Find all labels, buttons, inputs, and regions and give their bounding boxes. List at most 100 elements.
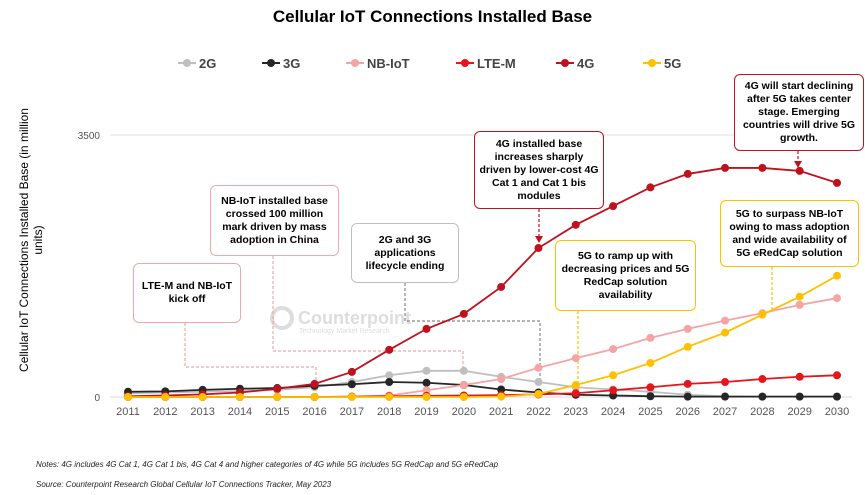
series-line-5g [128,274,838,398]
data-point-nb-iot [609,345,618,354]
watermark-brand: Counterpoint [298,308,411,328]
series-line-3g [127,381,837,398]
data-point-5g [422,393,431,401]
x-tick-label: 2013 [190,406,214,418]
data-point-lte-m [795,372,804,381]
legend-label-5g: 5G [664,56,681,71]
data-point-3g [833,392,841,401]
x-tick-label: 2017 [340,406,364,418]
data-point-5g [310,393,319,401]
data-point-2g [534,378,543,387]
data-point-5g [571,381,580,390]
data-point-5g [646,358,655,367]
data-point-5g [721,328,730,337]
data-point-nb-iot [422,386,431,395]
legend-label-4g: 4G [577,56,594,71]
x-tick-label: 2020 [452,406,476,418]
y-tick-label: 0 [94,393,100,404]
legend-marker-lte-m [461,59,469,67]
data-point-5g [758,310,767,319]
data-point-4g [310,379,319,388]
x-tick-label: 2024 [601,406,625,418]
data-point-2g [459,366,468,375]
data-point-5g [683,342,692,351]
data-point-nb-iot [721,316,730,325]
x-tick-label: 2025 [638,406,662,418]
data-point-3g [385,378,394,387]
annotation-4g-decline: 4G will start declining after 5G takes c… [734,74,864,151]
data-point-lte-m [833,371,841,380]
x-tick-label: 2028 [750,406,774,418]
series-line-4g [127,167,838,398]
source-text: Source: Counterpoint Research Global Cel… [36,480,332,489]
x-tick-label: 2016 [302,406,326,418]
legend-marker-2g [183,59,191,67]
x-tick-label: 2030 [825,406,849,418]
data-point-3g [758,392,767,401]
x-tick-label: 2021 [489,406,513,418]
data-point-nb-iot [646,333,655,342]
data-point-5g [609,371,618,380]
data-point-nb-iot [683,324,692,333]
data-point-5g [795,292,804,301]
annotation-nb-iot-100m: NB-IoT installed base crossed 100 millio… [210,185,339,256]
data-point-5g [161,393,170,401]
annotation-5g-ramp: 5G to ramp up with decreasing prices and… [555,240,696,311]
data-point-lte-m [609,386,618,395]
data-point-nb-iot [459,381,468,390]
x-tick-label: 2023 [564,406,588,418]
annotation-4g-increase: 4G installed base increases sharply driv… [474,131,604,209]
x-tick-label: 2026 [675,406,699,418]
notes-text: Notes: 4G includes 4G Cat 1, 4G Cat 1 bi… [36,460,499,469]
data-point-nb-iot [497,375,506,384]
y-tick-label: 3500 [78,131,101,142]
data-point-4g [497,282,506,291]
data-point-lte-m [571,389,580,398]
data-point-4g [683,169,692,178]
data-point-4g [385,345,394,354]
arrow-head-icon [794,161,802,168]
annotation-5g-surpass: 5G to surpass NB-IoT owing to mass adopt… [720,200,859,267]
data-point-5g [833,271,841,280]
data-point-4g [273,384,282,393]
data-point-3g [646,392,655,401]
data-point-4g [758,163,767,172]
legend-label-3g: 3G [283,56,300,71]
data-point-4g [347,367,356,376]
data-point-3g [347,380,356,389]
data-point-4g [422,324,431,333]
data-point-5g [235,393,244,401]
data-point-4g [534,244,543,253]
connector-2g-3g [404,283,541,380]
counterpoint-logo-icon [270,306,294,330]
data-point-5g [198,393,207,401]
x-tick-label: 2015 [265,406,289,418]
data-point-4g [795,166,804,175]
watermark-tagline: Technology Market Research [299,328,390,335]
x-tick-label: 2014 [228,406,252,418]
data-point-4g [721,163,730,172]
legend-label-nb-iot: NB-IoT [367,56,410,71]
data-point-lte-m [683,379,692,388]
data-point-4g [571,220,580,229]
chart-title: Cellular IoT Connections Installed Base [272,7,593,26]
x-tick-label: 2011 [116,406,140,418]
connector-nb-iot [272,256,464,372]
x-tick-label: 2022 [526,406,550,418]
data-point-lte-m [721,378,730,387]
data-point-5g [273,393,282,401]
data-point-3g [683,392,692,401]
data-point-4g [646,183,655,192]
data-point-nb-iot [534,363,543,372]
data-point-nb-iot [833,294,841,303]
annotation-lte-m-kickoff: LTE-M and NB-IoT kick off [133,263,241,323]
data-point-3g [721,392,730,401]
x-tick-label: 2019 [414,406,438,418]
data-point-3g [497,385,506,394]
legend-marker-3g [267,59,275,67]
series-line-lte-m [128,374,838,398]
legend-label-2g: 2G [199,56,216,71]
arrow-head-icon [535,236,543,243]
legend-marker-4g [561,59,569,67]
